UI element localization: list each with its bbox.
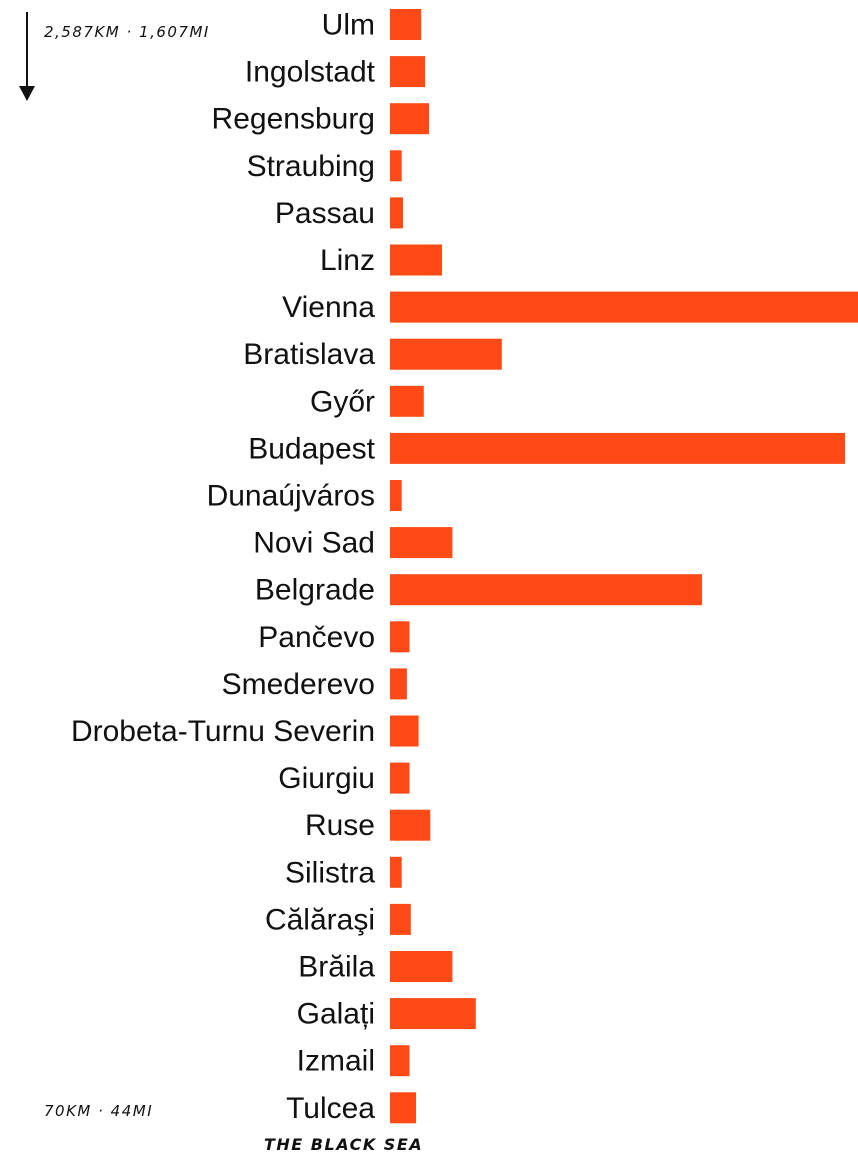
bar-pancevo bbox=[390, 621, 410, 653]
bar-belgrade bbox=[390, 574, 702, 606]
bar-dunaujvaros bbox=[390, 480, 402, 511]
city-label-silistra: Silistra bbox=[285, 856, 375, 889]
bar-gyor bbox=[390, 385, 424, 417]
city-label-vienna: Vienna bbox=[282, 291, 375, 324]
bar-linz bbox=[390, 244, 442, 276]
city-label-novi-sad: Novi Sad bbox=[253, 527, 375, 560]
city-label-drobeta-turnu-severin: Drobeta-Turnu Severin bbox=[71, 715, 375, 748]
city-labels-group: Ulm Ingolstadt Regensburg Straubing Passau Li… bbox=[71, 9, 376, 1125]
city-label-tulcea: Tulcea bbox=[286, 1092, 375, 1125]
city-label-smederevo: Smederevo bbox=[222, 668, 375, 701]
bar-regensburg bbox=[390, 103, 429, 135]
bars-group bbox=[390, 9, 858, 1124]
city-label-calarasi: Călăraşi bbox=[265, 903, 375, 936]
city-label-giurgiu: Giurgiu bbox=[278, 762, 375, 795]
city-label-bratislava: Bratislava bbox=[243, 338, 375, 371]
bar-galati bbox=[390, 998, 476, 1030]
city-label-ruse: Ruse bbox=[305, 809, 375, 842]
city-label-dunaujvaros: Dunaújváros bbox=[207, 480, 375, 513]
bar-straubing bbox=[390, 150, 402, 182]
bar-ulm bbox=[390, 9, 422, 40]
direction-arrow bbox=[19, 12, 35, 101]
arrow-down-icon bbox=[19, 86, 35, 101]
black-sea-label: THE BLACK SEA bbox=[264, 1135, 423, 1154]
bar-ingolstadt bbox=[390, 56, 426, 88]
bar-giurgiu bbox=[390, 762, 410, 794]
city-label-regensburg: Regensburg bbox=[212, 103, 375, 136]
city-label-gyor: Győr bbox=[310, 385, 375, 418]
top-distance-annotation: 2,587KM · 1,607MI bbox=[44, 23, 210, 41]
bar-ruse bbox=[390, 809, 431, 841]
city-label-ulm: Ulm bbox=[322, 9, 375, 42]
bar-braila bbox=[390, 951, 453, 982]
bar-smederevo bbox=[390, 668, 407, 700]
bar-passau bbox=[390, 197, 403, 229]
city-label-budapest: Budapest bbox=[248, 432, 375, 465]
city-label-galati: Galați bbox=[297, 998, 375, 1031]
bar-izmail bbox=[390, 1045, 410, 1077]
city-label-straubing: Straubing bbox=[247, 150, 375, 183]
bar-tulcea bbox=[390, 1092, 416, 1124]
bar-drobeta-turnu-severin bbox=[390, 715, 419, 747]
city-label-pancevo: Pančevo bbox=[258, 621, 375, 654]
city-label-braila: Brăila bbox=[298, 951, 375, 984]
city-label-belgrade: Belgrade bbox=[255, 574, 375, 607]
city-label-izmail: Izmail bbox=[297, 1045, 375, 1078]
bar-vienna bbox=[390, 291, 858, 323]
city-label-passau: Passau bbox=[275, 197, 375, 230]
bar-bratislava bbox=[390, 338, 502, 370]
bar-novi-sad bbox=[390, 527, 453, 559]
bar-silistra bbox=[390, 856, 402, 888]
city-label-ingolstadt: Ingolstadt bbox=[245, 56, 376, 89]
bar-budapest bbox=[390, 432, 845, 464]
bottom-distance-annotation: 70KM · 44MI bbox=[44, 1102, 153, 1120]
city-label-linz: Linz bbox=[320, 244, 375, 277]
bar-calarasi bbox=[390, 903, 411, 935]
